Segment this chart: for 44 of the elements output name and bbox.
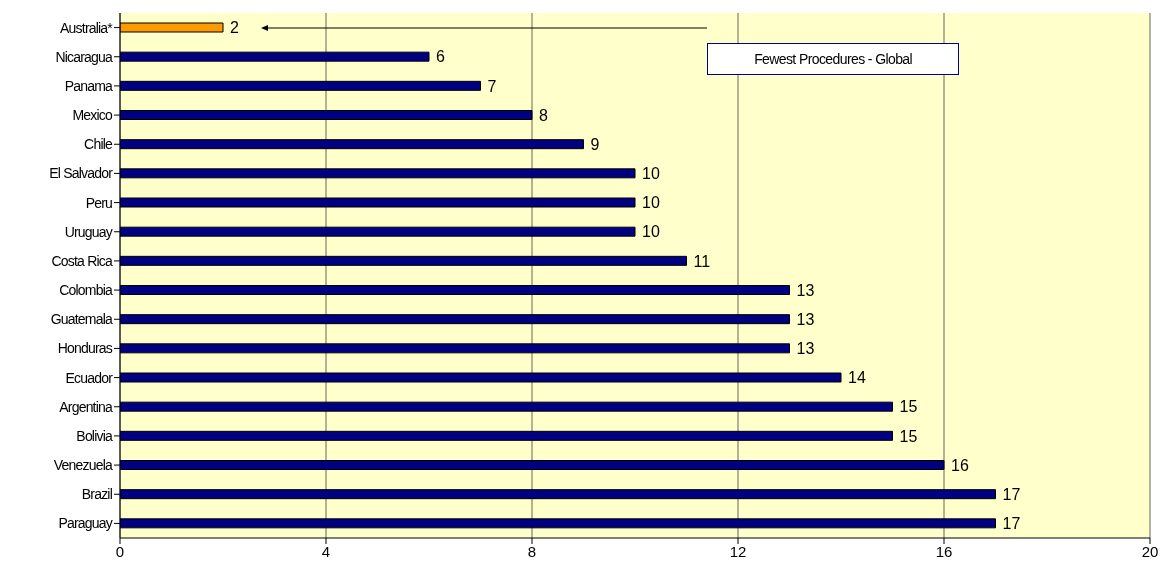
y-tick-label: Guatemala <box>50 311 113 328</box>
y-tick-label: El Salvador <box>49 165 114 182</box>
y-tick-label: Panama <box>64 77 113 94</box>
y-tick-label: Bolivia <box>76 427 113 444</box>
data-label: 10 <box>642 223 660 241</box>
data-label: 9 <box>590 135 600 153</box>
x-tick-label: 16 <box>935 542 953 560</box>
data-label: 7 <box>487 77 497 95</box>
data-label: 13 <box>796 340 815 358</box>
data-label: 17 <box>1002 515 1021 533</box>
callout-box: Fewest Procedures - Global <box>707 42 960 75</box>
y-tick-label: Paraguay <box>58 515 113 532</box>
data-label: 16 <box>951 456 969 474</box>
y-tick-label: Nicaragua <box>55 48 113 65</box>
y-tick-label: Peru <box>85 194 113 211</box>
data-label: 10 <box>642 194 660 212</box>
data-label: 11 <box>693 252 711 270</box>
y-tick-label: Uruguay <box>64 223 113 240</box>
y-tick-label: Australia* <box>60 19 114 36</box>
y-tick-label: Mexico <box>72 107 114 124</box>
y-tick-label: Costa Rica <box>51 252 113 269</box>
data-label: 17 <box>1002 485 1021 503</box>
data-label: 13 <box>796 310 815 328</box>
y-tick-label: Colombia <box>59 282 113 299</box>
x-tick-label: 8 <box>527 542 537 560</box>
y-tick-label: Venezuela <box>53 457 113 474</box>
y-tick-label: Chile <box>84 136 114 153</box>
data-label: 14 <box>848 369 866 387</box>
data-label: 15 <box>899 427 918 445</box>
y-tick-label: Ecuador <box>65 369 114 386</box>
x-tick-label: 20 <box>1141 542 1159 560</box>
data-label: 15 <box>899 398 918 416</box>
y-tick-label: Honduras <box>57 340 113 357</box>
x-tick-label: 4 <box>321 542 331 560</box>
y-tick-label: Argentina <box>59 398 114 415</box>
annotation: Fewest Procedures - Global <box>754 50 913 67</box>
x-tick-label: 0 <box>115 542 125 560</box>
data-label: 6 <box>436 48 445 66</box>
y-tick-label: Brazil <box>81 486 113 503</box>
data-label: 8 <box>539 106 548 124</box>
x-tick-label: 12 <box>729 542 747 560</box>
data-label: 10 <box>642 165 660 183</box>
data-label: 2 <box>230 19 239 37</box>
data-label: 13 <box>796 281 815 299</box>
